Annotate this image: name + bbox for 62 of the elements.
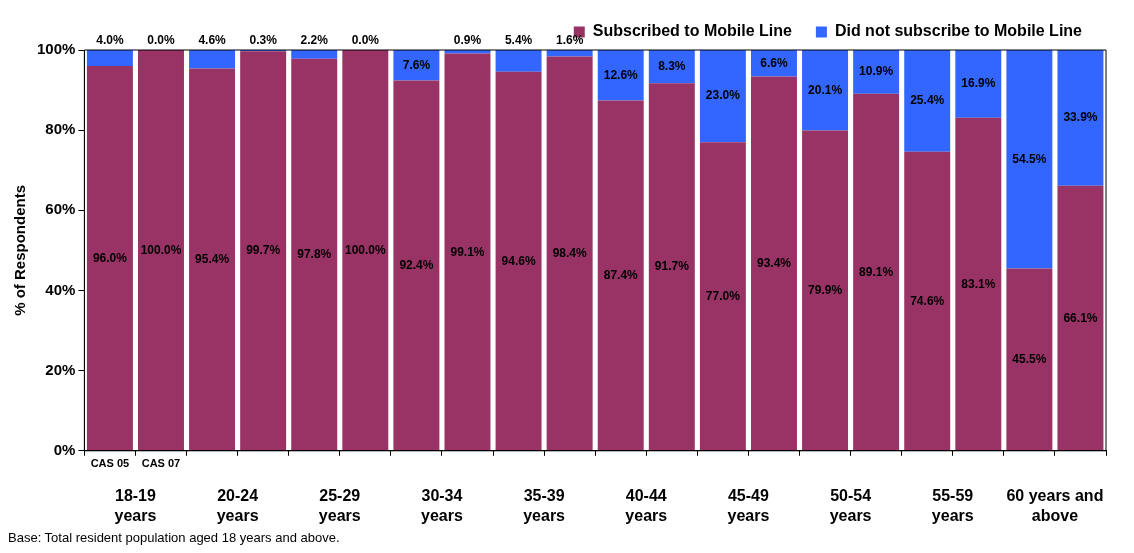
data-label: 100.0% xyxy=(344,242,386,257)
data-label: 4.0% xyxy=(96,33,124,48)
data-label: 0.9% xyxy=(453,33,482,48)
data-label: 0.0% xyxy=(351,33,380,48)
text: 40-44 years xyxy=(625,487,668,525)
y-tick-label: 20% xyxy=(45,360,76,378)
text: 25-29 years xyxy=(318,487,361,525)
data-label: 6.6% xyxy=(760,55,788,70)
data-label: 97.8% xyxy=(297,247,332,262)
data-label: 74.6% xyxy=(910,293,945,308)
data-label: 99.7% xyxy=(246,243,281,258)
data-label: 5.4% xyxy=(504,33,533,48)
data-label: 8.3% xyxy=(658,58,686,73)
data-label: 1.6% xyxy=(555,33,584,48)
text: 60 years and above xyxy=(1006,487,1104,525)
text: 50-54 years xyxy=(829,487,872,525)
data-label: 4.6% xyxy=(198,33,227,48)
data-label: 25.4% xyxy=(910,93,945,108)
text: Base: Total resident population aged 18 years and above. xyxy=(8,530,340,546)
data-label: 2.2% xyxy=(300,33,329,48)
data-label: 94.6% xyxy=(501,253,536,268)
y-tick-label: 0% xyxy=(53,440,76,458)
data-label: 54.5% xyxy=(1012,151,1047,166)
data-label: 83.1% xyxy=(961,276,996,291)
x-tick-label: CAS 05 xyxy=(90,457,130,470)
legend-label: Subscribed to Mobile Line xyxy=(592,22,792,40)
data-label: 16.9% xyxy=(961,76,996,91)
data-label: 7.6% xyxy=(402,57,431,72)
y-tick-label: 60% xyxy=(45,200,76,218)
data-label: 20.1% xyxy=(808,82,843,97)
data-label: 77.0% xyxy=(705,288,741,303)
data-label: 91.7% xyxy=(654,259,690,274)
data-label: 10.9% xyxy=(859,64,894,79)
y-tick-label: 100% xyxy=(36,40,76,58)
data-label: 100.0% xyxy=(140,242,182,257)
text: 55-59 years xyxy=(931,487,974,525)
y-tick-label: 80% xyxy=(45,120,76,138)
data-label: 96.0% xyxy=(92,250,128,265)
data-label: 87.4% xyxy=(603,267,639,282)
text: 35-39 years xyxy=(523,487,566,525)
data-label: 45.5% xyxy=(1012,351,1047,366)
data-label: 95.4% xyxy=(195,251,230,266)
data-label: 66.1% xyxy=(1063,310,1098,325)
data-label: 0.3% xyxy=(249,33,278,48)
data-label: 93.4% xyxy=(756,255,792,270)
x-tick-label: CAS 07 xyxy=(141,457,181,470)
text: 30-34 years xyxy=(421,487,463,525)
data-label: 89.1% xyxy=(859,264,894,279)
data-label: 92.4% xyxy=(399,257,434,272)
data-label: 33.9% xyxy=(1063,110,1098,125)
text: 20-24 years xyxy=(216,487,259,525)
text: 45-49 years xyxy=(727,487,770,525)
data-label: 23.0% xyxy=(705,88,741,103)
data-label: 12.6% xyxy=(603,67,639,82)
data-label: 99.1% xyxy=(450,244,485,259)
data-label: 98.4% xyxy=(552,245,587,260)
data-label: 79.9% xyxy=(808,282,843,297)
y-axis-title: % of Respondents xyxy=(11,184,29,316)
text: 18-19 years xyxy=(114,487,157,525)
legend-label: Did not subscribe to Mobile Line xyxy=(834,22,1083,40)
data-label: 0.0% xyxy=(147,33,175,48)
y-tick-label: 40% xyxy=(45,280,76,298)
